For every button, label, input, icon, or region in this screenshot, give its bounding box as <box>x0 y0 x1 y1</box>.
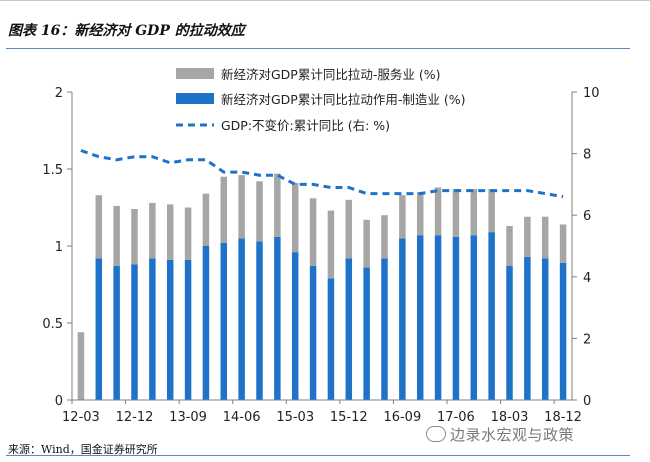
x-tick-label: 16-09 <box>383 410 421 425</box>
bar-services-17-06 <box>452 189 460 237</box>
legend-swatch-services <box>176 68 214 79</box>
bar-manufacturing-16-09 <box>399 238 406 400</box>
x-tick-label: 17-06 <box>437 410 475 425</box>
bar-manufacturing-17-06 <box>452 236 460 400</box>
bar-services-15-06 <box>309 198 317 267</box>
bar-manufacturing-13-06 <box>166 259 174 400</box>
x-tick-label: 15-12 <box>330 410 368 425</box>
bar-manufacturing-18-09 <box>541 258 549 400</box>
bar-manufacturing-17-12 <box>488 232 495 400</box>
x-tick-label: 15-03 <box>276 410 314 425</box>
left-tick-label: 1.5 <box>42 163 63 178</box>
bar-manufacturing-17-03 <box>434 235 442 400</box>
bar-services-14-12 <box>274 173 281 237</box>
bar-services-16-03 <box>363 219 370 268</box>
bar-services-17-12 <box>488 189 495 233</box>
wechat-icon <box>426 426 446 442</box>
bar-manufacturing-13-03 <box>149 258 156 400</box>
bar-manufacturing-18-12 <box>559 262 567 400</box>
bar-services-15-09 <box>327 210 335 279</box>
bar-services-13-03 <box>149 202 156 259</box>
bar-manufacturing-12-09 <box>113 266 120 400</box>
bar-manufacturing-13-09 <box>184 259 192 400</box>
right-tick-label: 0 <box>583 394 591 409</box>
bar-services-15-03 <box>291 182 299 253</box>
bar-manufacturing-15-12 <box>345 258 353 400</box>
bar-manufacturing-14-09 <box>256 241 263 400</box>
legend-label: 新经济对GDP累计同比拉动-服务业 (%) <box>221 67 440 82</box>
x-tick-label: 14-06 <box>223 410 261 425</box>
x-tick-label: 18-03 <box>491 410 529 425</box>
bar-services-18-03 <box>506 225 513 267</box>
right-tick-label: 2 <box>583 332 591 347</box>
left-tick-label: 0.5 <box>42 317 63 332</box>
legend-label: GDP:不变价:累计同比 (右: %) <box>221 118 390 133</box>
bar-services-13-09 <box>184 207 192 260</box>
bar-services-14-03 <box>220 176 228 243</box>
source-note: 来源：Wind，国金证券研究所 <box>8 443 158 456</box>
bar-services-12-06 <box>95 195 103 259</box>
bar-manufacturing-12-12 <box>131 264 138 400</box>
legend-label: 新经济对GDP累计同比拉动作用-制造业 (%) <box>221 92 465 107</box>
bottom-rule <box>6 455 630 456</box>
bar-manufacturing-15-03 <box>291 252 299 400</box>
bar-services-15-12 <box>345 199 353 259</box>
bar-services-13-12 <box>202 193 210 246</box>
bar-manufacturing-15-09 <box>327 278 335 400</box>
bar-manufacturing-16-03 <box>363 267 370 400</box>
bar-services-18-12 <box>559 224 567 263</box>
bar-manufacturing-14-06 <box>238 238 245 400</box>
gdp-growth-line <box>80 149 564 199</box>
right-tick-label: 10 <box>583 86 600 101</box>
bar-services-14-06 <box>238 175 245 239</box>
bar-services-12-03 <box>77 332 85 400</box>
top-border <box>0 0 650 1</box>
bar-services-16-09 <box>399 195 406 239</box>
bar-services-12-09 <box>113 205 120 267</box>
legend-swatch-manufacturing <box>176 93 214 104</box>
x-tick-label: 18-12 <box>544 410 582 425</box>
watermark: 边录水宏观与政策 <box>426 424 574 445</box>
x-tick-label: 12-03 <box>62 410 100 425</box>
bar-manufacturing-15-06 <box>309 266 317 400</box>
bar-services-17-03 <box>434 187 442 236</box>
figure-caption: 图表 16：新经济对 GDP 的拉动效应 <box>8 23 245 39</box>
bar-manufacturing-18-06 <box>524 256 531 400</box>
bar-manufacturing-13-12 <box>202 246 210 400</box>
left-tick-label: 2 <box>55 86 63 101</box>
bar-services-13-06 <box>166 204 174 260</box>
bar-manufacturing-14-03 <box>220 242 228 400</box>
right-tick-label: 6 <box>583 209 591 224</box>
x-tick-label: 12-12 <box>116 410 154 425</box>
bar-manufacturing-18-03 <box>506 266 513 400</box>
bar-services-17-09 <box>470 189 478 236</box>
x-tick-label: 13-09 <box>169 410 207 425</box>
bar-services-18-06 <box>524 216 531 257</box>
right-tick-label: 4 <box>583 271 591 286</box>
bar-manufacturing-14-12 <box>274 236 281 400</box>
bar-manufacturing-12-06 <box>95 258 103 400</box>
bar-services-16-12 <box>416 192 424 236</box>
left-tick-label: 0 <box>55 394 63 409</box>
bar-services-14-09 <box>256 181 263 242</box>
bar-services-18-09 <box>541 216 549 259</box>
bar-services-16-06 <box>381 215 388 259</box>
bar-manufacturing-17-09 <box>470 235 478 400</box>
right-tick-label: 8 <box>583 148 591 163</box>
bar-manufacturing-16-12 <box>416 235 424 400</box>
left-tick-label: 1 <box>55 240 63 255</box>
watermark-text: 边录水宏观与政策 <box>450 426 575 444</box>
bar-services-12-12 <box>131 209 138 265</box>
caption-rule <box>6 48 630 49</box>
bar-manufacturing-16-06 <box>381 258 388 400</box>
